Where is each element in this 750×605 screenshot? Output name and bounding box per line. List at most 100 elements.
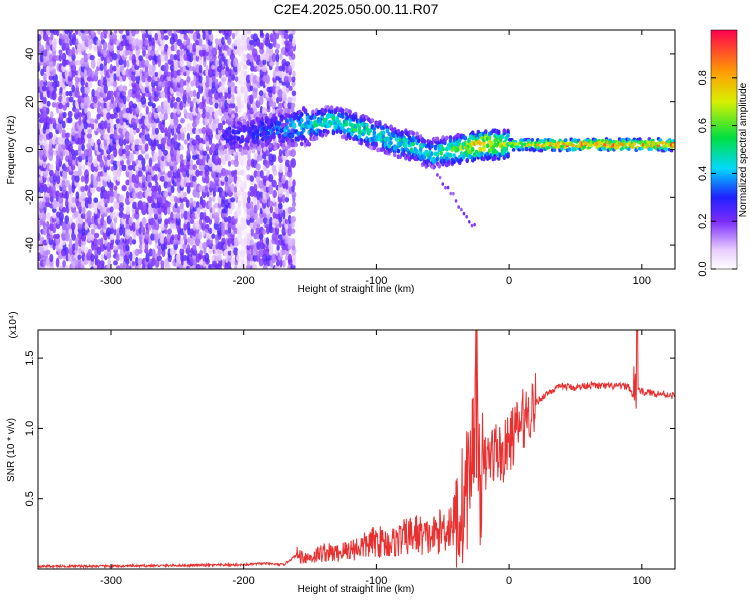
spectrogram-noise-cell (96, 91, 101, 99)
spectrogram-noise-cell (173, 133, 178, 142)
spectrogram-noise-cell (224, 99, 228, 110)
spectrogram-noise-cell (154, 32, 159, 41)
spectrogram-noise-cell (259, 95, 264, 106)
spectrogram-noise-cell (70, 63, 77, 74)
spectrogram-noise-cell (96, 113, 101, 120)
spectrogram-noise-cell (99, 142, 105, 150)
spectrogram-signal-cell (511, 148, 516, 152)
spectrogram-noise-cell (230, 81, 236, 88)
spectrogram-noise-cell (103, 220, 107, 230)
spectrogram-noise-cell (109, 133, 115, 140)
spectrogram-noise-cell (268, 184, 274, 195)
spectrogram-signal-cell (285, 125, 289, 131)
spectrogram-noise-cell (83, 60, 89, 68)
spectrogram-signal-cell (270, 122, 274, 128)
spectrogram-signal-cell (632, 141, 637, 146)
spectrogram-noise-cell (58, 121, 63, 131)
spectrogram-noise-cell (88, 80, 93, 89)
spectrogram-noise-cell (249, 239, 254, 246)
spectrogram-noise-cell (81, 143, 85, 151)
spectrogram-noise-cell (71, 259, 76, 268)
spectrogram-signal-cell (257, 146, 261, 152)
spectrogram-noise-cell (154, 174, 158, 184)
spectrogram-noise-cell (74, 108, 80, 115)
spectrogram-noise-cell (217, 248, 223, 255)
spectrogram-noise-cell (220, 152, 226, 162)
spectrogram-noise-cell (271, 52, 277, 63)
spectrogram-noise-cell (160, 90, 166, 99)
spectrogram-noise-cell (163, 112, 168, 121)
spectrogram-noise-cell (164, 172, 168, 182)
spectrogram-noise-cell (160, 106, 165, 115)
spectrogram-signal-cell (415, 149, 419, 154)
spectrogram-noise-cell (251, 48, 258, 58)
spectrogram-signal-cell (602, 147, 607, 151)
spectrogram-noise-cell (134, 211, 140, 220)
spectrogram-noise-cell (246, 30, 252, 35)
spectrogram-noise-cell (237, 164, 241, 172)
spectrogram-noise-cell (51, 90, 57, 101)
spectrogram-noise-cell (52, 68, 57, 77)
spectrogram-noise-cell (173, 30, 177, 35)
spectrogram-y-tick-label: -20 (24, 189, 36, 205)
spectrogram-signal-cell (472, 156, 477, 162)
spectrogram-noise-cell (192, 42, 197, 53)
spectrogram-noise-cell (127, 164, 134, 171)
spectrogram-noise-cell (137, 100, 143, 111)
spectrogram-noise-cell (131, 191, 137, 200)
spectrogram-x-ticks: -300 -200 -100 0 100 (100, 30, 651, 287)
spectrogram-signal-cell (435, 136, 440, 142)
spectrogram-noise-cell (169, 169, 175, 176)
spectrogram-noise-cell (86, 210, 92, 219)
spectrogram-signal-cell (242, 120, 247, 126)
spectrogram-noise-cell (174, 202, 178, 209)
spectrogram-signal-cell (552, 148, 557, 152)
spectrogram-noise-cell (290, 228, 296, 234)
spectrogram-x-tick-label: 0 (506, 275, 512, 287)
spectrogram-noise-cell (135, 227, 140, 237)
spectrogram-noise-cell (198, 143, 204, 151)
spectrogram-noise-cell (179, 78, 185, 88)
spectrogram-noise-cell (123, 138, 127, 146)
spectrogram-noise-cell (75, 216, 80, 226)
spectrogram-noise-cell (218, 30, 223, 34)
spectrogram-noise-cell (100, 237, 104, 246)
spectrogram-noise-cell (204, 252, 210, 263)
spectrogram-noise-cell (221, 195, 226, 205)
spectrogram-signal-cell (435, 152, 440, 158)
spectrogram-noise-cell (64, 41, 70, 52)
spectrogram-noise-cell (61, 206, 67, 213)
spectrogram-noise-cell (236, 190, 242, 197)
spectrogram-noise-cell (124, 150, 131, 156)
spectrogram-noise-cell (141, 216, 147, 227)
spectrogram-noise-cell (198, 185, 204, 192)
spectrogram-noise-cell (179, 207, 185, 214)
spectrogram-noise-cell (153, 212, 159, 220)
spectrogram-noise-cell (58, 211, 64, 222)
spectrogram-noise-cell (269, 33, 274, 43)
spectrogram-noise-cell (55, 30, 60, 37)
spectrogram-noise-cell (102, 80, 109, 86)
spectrogram-signal-cell (300, 141, 304, 147)
spectrogram-noise-cell (43, 183, 47, 193)
spectrogram-signal-cell (240, 134, 245, 140)
spectrogram-noise-cell (192, 200, 197, 208)
spectrogram-noise-cell (246, 244, 251, 251)
spectrogram-noise-cell (292, 70, 296, 77)
snr-y-label: SNR (10 * v/v) (6, 418, 17, 482)
spectrogram-noise-cell (102, 171, 108, 177)
spectrogram-noise-cell (125, 244, 130, 252)
spectrogram-noise-cell (55, 257, 60, 268)
spectrogram-noise-cell (201, 112, 207, 119)
spectrogram-noise-cell (230, 159, 235, 165)
spectrogram-noise-cell (287, 75, 293, 83)
spectrogram-noise-cell (85, 34, 89, 41)
spectrogram-signal-cell (522, 142, 527, 146)
spectrogram-noise-cell (214, 38, 219, 45)
spectrogram-noise-cell (141, 226, 146, 236)
spectrogram-noise-cell (292, 30, 296, 36)
spectrogram-noise-cell (54, 80, 61, 88)
spectrogram-noise-cell (256, 190, 261, 201)
spectrogram-noise-cell (154, 71, 159, 78)
